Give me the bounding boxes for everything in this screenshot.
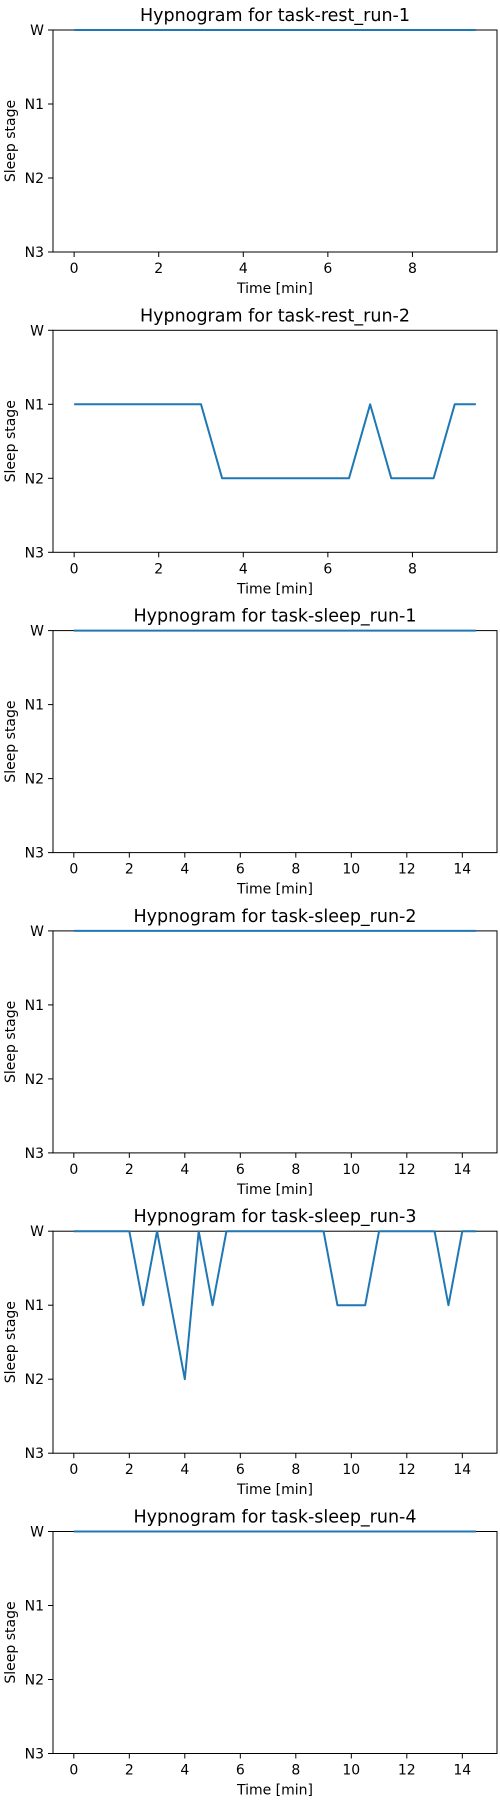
- y-tick-label: N1: [25, 1599, 44, 1615]
- y-axis-label: Sleep stage: [3, 100, 19, 182]
- y-axis-label: Sleep stage: [3, 400, 19, 482]
- y-tick-label: W: [30, 1525, 44, 1541]
- chart-title: Hypnogram for task-sleep_run-4: [133, 1508, 416, 1528]
- x-tick-label: 0: [70, 561, 79, 577]
- x-tick-label: 8: [291, 1462, 300, 1478]
- x-tick-label: 4: [180, 1763, 189, 1779]
- chart-panel-5: Hypnogram for task-sleep_run-3 0 2 4 6 8 10 12 1…: [3, 1207, 498, 1498]
- x-tick-label: 14: [453, 1763, 471, 1779]
- x-axis-label: Time [min]: [236, 1783, 313, 1799]
- x-tick-label: 2: [154, 561, 163, 577]
- plot-area-frame: [52, 329, 498, 553]
- x-tick-label: 4: [180, 1162, 189, 1178]
- y-tick-label: N1: [25, 698, 44, 714]
- x-tick-label: 10: [342, 1763, 360, 1779]
- x-axis-label: Time [min]: [236, 1482, 313, 1498]
- x-tick-label: 6: [323, 561, 332, 577]
- y-tick-label: N1: [25, 97, 44, 113]
- y-tick-label: N1: [25, 998, 44, 1014]
- y-axis-label: Sleep stage: [3, 1001, 19, 1083]
- x-tick-label: 14: [453, 862, 471, 878]
- chart-panel-2: Hypnogram for task-rest_run-2 0 2 4 6 8 W N1 N2 N…: [3, 306, 498, 597]
- x-tick-label: 2: [125, 1162, 134, 1178]
- x-tick-label: 8: [408, 261, 417, 277]
- x-axis-label: Time [min]: [236, 1182, 313, 1198]
- x-axis-label: Time [min]: [236, 581, 313, 597]
- chart-title: Hypnogram for task-sleep_run-1: [133, 607, 416, 627]
- y-axis-label: Sleep stage: [3, 1301, 19, 1383]
- x-tick-label: 2: [125, 1763, 134, 1779]
- x-tick-label: 14: [453, 1462, 471, 1478]
- y-axis-label: Sleep stage: [3, 1601, 19, 1683]
- x-tick-label: 8: [408, 561, 417, 577]
- x-tick-label: 4: [239, 261, 248, 277]
- y-tick-label: W: [30, 624, 44, 640]
- x-axis-label: Time [min]: [236, 882, 313, 898]
- y-tick-label: N2: [25, 1673, 44, 1689]
- y-tick-label: N2: [25, 1072, 44, 1088]
- x-tick-label: 8: [291, 1162, 300, 1178]
- chart-title: Hypnogram for task-rest_run-1: [140, 6, 410, 26]
- x-tick-label: 0: [70, 261, 79, 277]
- x-tick-label: 6: [236, 1462, 245, 1478]
- chart-panel-1: Hypnogram for task-rest_run-1 0 2 4 6 8 W N1 N2 N…: [3, 6, 498, 297]
- series-line: [73, 1230, 477, 1381]
- y-tick-label: N1: [25, 397, 44, 413]
- y-tick-label: W: [30, 924, 44, 940]
- x-tick-label: 10: [342, 862, 360, 878]
- x-tick-label: 6: [236, 862, 245, 878]
- y-tick-label: N3: [25, 1446, 44, 1462]
- x-tick-label: 6: [323, 261, 332, 277]
- y-tick-label: N3: [25, 846, 44, 862]
- x-tick-label: 4: [180, 862, 189, 878]
- x-tick-label: 2: [154, 261, 163, 277]
- x-tick-label: 10: [342, 1162, 360, 1178]
- x-tick-label: 12: [398, 1763, 416, 1779]
- y-axis-label: Sleep stage: [3, 700, 19, 782]
- x-tick-label: 0: [69, 1462, 78, 1478]
- series-line: [74, 403, 476, 480]
- y-tick-label: N2: [25, 772, 44, 788]
- plot-area-frame: [52, 930, 498, 1154]
- x-tick-label: 6: [236, 1763, 245, 1779]
- y-tick-label: W: [30, 1224, 44, 1240]
- x-tick-label: 6: [236, 1162, 245, 1178]
- x-tick-label: 2: [125, 862, 134, 878]
- y-tick-label: N3: [25, 545, 44, 561]
- x-tick-label: 2: [125, 1462, 134, 1478]
- x-tick-label: 12: [398, 1162, 416, 1178]
- y-tick-label: N1: [25, 1298, 44, 1314]
- y-tick-label: N3: [25, 1747, 44, 1763]
- x-tick-label: 12: [398, 862, 416, 878]
- chart-panel-4: Hypnogram for task-sleep_run-2 0 2 4 6 8 10 12 1…: [3, 907, 498, 1198]
- plot-area-frame: [52, 1230, 498, 1454]
- x-tick-label: 14: [453, 1162, 471, 1178]
- y-tick-label: N2: [25, 471, 44, 487]
- x-tick-label: 0: [69, 862, 78, 878]
- y-tick-label: N3: [25, 1146, 44, 1162]
- y-tick-label: N2: [25, 171, 44, 187]
- y-tick-label: N2: [25, 1372, 44, 1388]
- x-tick-label: 8: [291, 1763, 300, 1779]
- x-axis-label: Time [min]: [236, 281, 313, 297]
- x-tick-label: 4: [239, 561, 248, 577]
- chart-title: Hypnogram for task-sleep_run-3: [133, 1207, 416, 1227]
- x-tick-label: 10: [342, 1462, 360, 1478]
- y-tick-label: W: [30, 23, 44, 39]
- chart-panel-3: Hypnogram for task-sleep_run-1 0 2 4 6 8 10 12 1…: [3, 607, 498, 898]
- chart-panel-6: Hypnogram for task-sleep_run-4 0 2 4 6 8 10 12 1…: [3, 1508, 498, 1799]
- chart-title: Hypnogram for task-rest_run-2: [140, 306, 410, 326]
- x-tick-label: 0: [69, 1162, 78, 1178]
- plot-area-frame: [52, 630, 498, 854]
- plot-area-frame: [52, 1531, 498, 1754]
- y-tick-label: N3: [25, 245, 44, 261]
- x-tick-label: 12: [398, 1462, 416, 1478]
- chart-title: Hypnogram for task-sleep_run-2: [133, 907, 416, 927]
- x-tick-label: 8: [291, 862, 300, 878]
- x-tick-label: 0: [69, 1763, 78, 1779]
- plot-area-frame: [52, 29, 498, 253]
- x-tick-label: 4: [180, 1462, 189, 1478]
- y-tick-label: W: [30, 323, 44, 339]
